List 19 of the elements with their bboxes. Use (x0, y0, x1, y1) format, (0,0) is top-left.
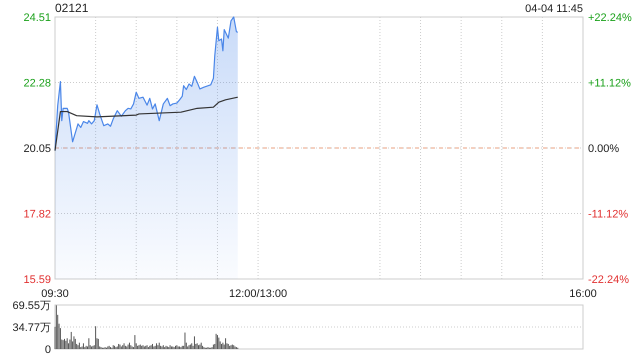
y-tick-label: 34.77万 (12, 322, 51, 334)
y2-tick-label: -22.24% (588, 274, 630, 286)
text: 04-04 11:45 (525, 3, 583, 15)
chart-title: 02121 (55, 1, 89, 15)
x-tick-label: 09:30 (41, 288, 69, 300)
y-tick-label: 0 (44, 344, 51, 356)
y2-tick-label: +22.24% (588, 12, 632, 24)
y-tick-label: 20.05 (23, 143, 51, 155)
y-tick-label: 24.51 (23, 12, 51, 24)
y-tick-label: 15.59 (23, 274, 51, 286)
y2-tick-label: +11.12% (588, 78, 632, 90)
y2-tick-label: 0.00% (588, 143, 620, 155)
x-tick-label: 12:00/13:00 (229, 288, 288, 300)
y-tick-label: 17.82 (23, 208, 51, 220)
x-tick-label: 16:00 (569, 288, 597, 300)
y2-tick-label: -11.12% (588, 208, 628, 220)
y-tick-label: 69.55万 (12, 300, 51, 312)
line-series (54, 96, 238, 152)
y-tick-label: 22.28 (23, 78, 51, 90)
